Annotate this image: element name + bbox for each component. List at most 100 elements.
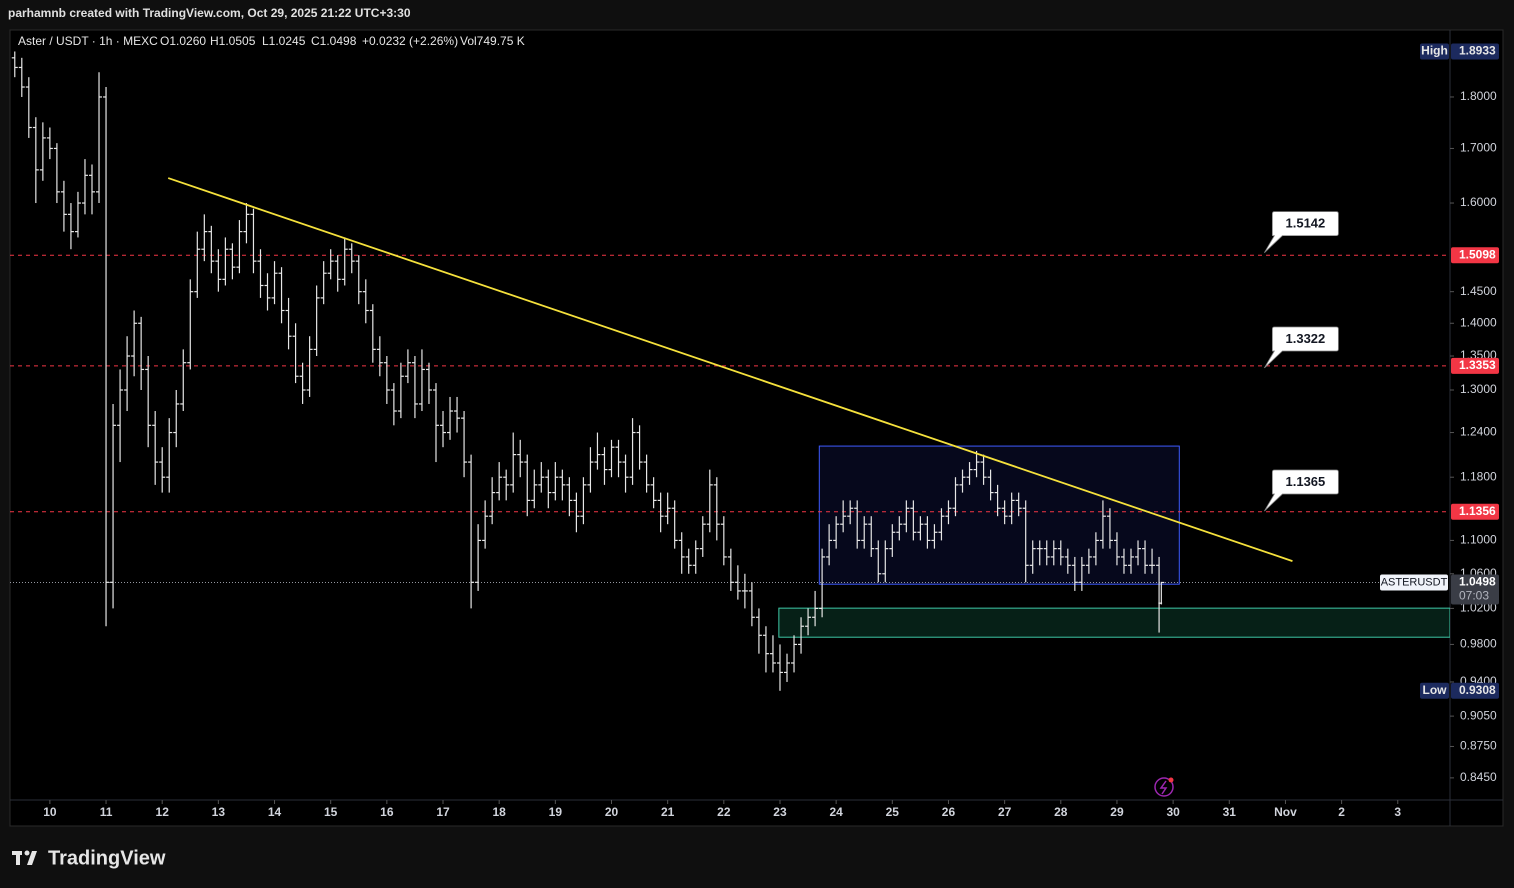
bar (959, 469, 966, 493)
logo-part (24, 850, 30, 856)
legend-close: C1.0498 (311, 34, 357, 48)
bar (362, 279, 369, 324)
bar (629, 418, 636, 485)
header: parhamnb created with TradingView.com, O… (8, 6, 411, 20)
bar (517, 439, 524, 478)
bar (475, 524, 482, 591)
bar (566, 477, 573, 517)
bar (552, 462, 559, 501)
legend-change: +0.0232 (+2.26%) (362, 34, 458, 48)
bar (390, 383, 397, 426)
bar (53, 143, 60, 204)
bar (734, 565, 741, 600)
logo-part (16, 851, 20, 865)
bar (264, 273, 271, 311)
bar (952, 477, 959, 517)
callout-label: 1.3322 (1286, 331, 1326, 346)
bar (180, 349, 187, 412)
bar (81, 159, 88, 215)
bar (601, 447, 608, 485)
bar (510, 432, 517, 493)
countdown: 07:03 (1459, 589, 1489, 603)
x-tick-label: 10 (43, 805, 57, 819)
bar (334, 255, 341, 292)
high-label-tag (1420, 43, 1449, 60)
bar (903, 500, 910, 533)
bar (798, 617, 805, 654)
bar (1043, 540, 1050, 566)
price-label: 1.8933 (1459, 44, 1496, 58)
bar (145, 356, 152, 448)
bar (973, 450, 980, 478)
y-tick-label: 1.4500 (1460, 284, 1497, 298)
bar (46, 127, 53, 160)
x-tick-label: 22 (717, 805, 731, 819)
demand-zone (778, 607, 1450, 638)
bar (1127, 548, 1134, 574)
bar (271, 261, 278, 305)
bar (931, 524, 938, 549)
bar (299, 362, 306, 404)
bar (110, 403, 117, 609)
price-label: 0.9308 (1459, 683, 1496, 697)
price-label-bg (1451, 682, 1499, 699)
x-tick-label: 12 (156, 805, 170, 819)
x-tick-label: 20 (605, 805, 619, 819)
bar (917, 516, 924, 541)
trendline (167, 177, 1293, 562)
bar (18, 57, 25, 97)
bar (776, 644, 783, 691)
bar (131, 310, 138, 377)
bar (124, 336, 131, 412)
bar (980, 454, 987, 485)
y-tick-label: 1.7000 (1460, 141, 1497, 155)
bar (25, 77, 32, 138)
bar (1064, 548, 1071, 574)
bar (327, 249, 334, 280)
bar (222, 237, 229, 286)
x-tick-label: 16 (380, 805, 394, 819)
bar (96, 72, 103, 204)
bar (945, 500, 952, 525)
bar (1085, 548, 1092, 574)
bar (397, 362, 404, 419)
bar (805, 608, 812, 636)
alert-dot (1168, 777, 1174, 783)
logo-part (27, 851, 37, 865)
x-tick-label: 21 (661, 805, 675, 819)
x-tick-label: 13 (212, 805, 226, 819)
bar (720, 516, 727, 566)
bar (784, 653, 791, 682)
bar (32, 117, 39, 204)
bar (250, 208, 257, 274)
bar (727, 548, 734, 591)
last-name: ASTERUSDT (1381, 576, 1448, 588)
x-tick-label: 3 (1394, 805, 1401, 819)
bar (341, 237, 348, 286)
bar (313, 285, 320, 357)
bar (166, 418, 173, 493)
y-tick-label: 0.9050 (1460, 708, 1497, 722)
bar (826, 524, 833, 566)
y-tick-label: 1.4000 (1460, 315, 1497, 329)
bar (355, 255, 362, 305)
chart-area (9, 29, 1504, 827)
bar (187, 279, 194, 370)
bar (692, 540, 699, 574)
bar (74, 191, 81, 238)
bar (152, 411, 159, 485)
x-tick-label: 28 (1054, 805, 1068, 819)
price-label-bg (1451, 247, 1499, 264)
bar (769, 635, 776, 673)
y-tick-label: 0.8450 (1460, 770, 1497, 784)
x-tick-label: 11 (100, 805, 113, 819)
bar (1022, 500, 1029, 583)
bar (664, 492, 671, 525)
bar (713, 477, 720, 541)
bar (229, 243, 236, 280)
y-tick-label: 0.8750 (1460, 739, 1497, 753)
x-tick-label: 2 (1338, 805, 1345, 819)
bar (383, 356, 390, 404)
